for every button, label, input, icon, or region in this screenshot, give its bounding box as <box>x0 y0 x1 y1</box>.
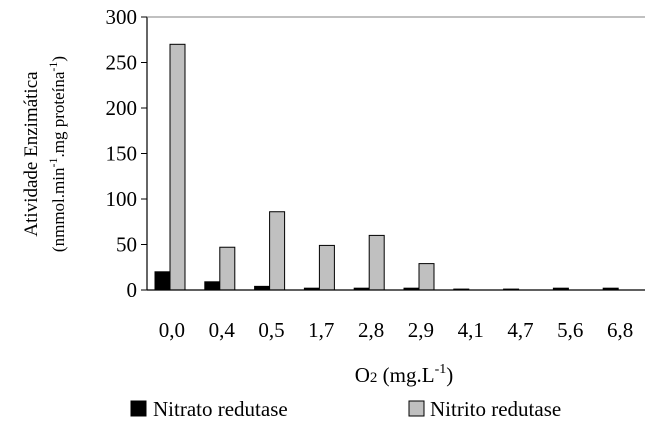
y-tick-label: 300 <box>106 5 138 29</box>
x-tick-label: 0,4 <box>209 318 236 342</box>
ylabel-part-a: (nmmol.min <box>49 167 68 252</box>
ylabel-sup-a: -1 <box>46 158 60 168</box>
x-tick-label: 5,6 <box>557 318 583 342</box>
x-tick-label: 1,7 <box>308 318 334 342</box>
bar-nitrito-0 <box>169 43 186 291</box>
xlabel-part-b: (mg.L <box>377 363 434 387</box>
xlabel-sup: -1 <box>435 362 447 377</box>
bar-nitrito-1 <box>219 246 236 291</box>
bar-nitrito-3 <box>318 244 335 291</box>
x-tick-label: 4,1 <box>458 318 484 342</box>
ylabel-part-b: .mg proteína <box>49 71 68 157</box>
legend: Nitrato redutase Nitrito redutase <box>130 397 561 421</box>
y-axis-title-line1: Atividade Enzimática <box>21 71 42 237</box>
y-tick-label: 50 <box>116 233 137 257</box>
xlabel-part-c: ) <box>446 363 453 387</box>
y-axis-title-line2: (nmmol.min-1.mg proteína-1) <box>46 56 68 252</box>
legend-swatch-nitrito <box>408 400 425 417</box>
x-tick-label: 2,9 <box>408 318 434 342</box>
x-tick-label: 6,8 <box>607 318 633 342</box>
bar-nitrato-0 <box>154 271 171 291</box>
y-tick-label: 0 <box>127 278 138 302</box>
bar-nitrito-5 <box>418 263 435 291</box>
ylabel-sup-b: -1 <box>46 62 60 72</box>
bar-nitrito-2 <box>269 211 286 291</box>
y-tick-label: 200 <box>106 96 138 120</box>
bar-nitrato-1 <box>204 281 221 291</box>
x-axis-title: O2 (mg.L-1) <box>355 362 454 387</box>
legend-swatch-nitrato <box>130 400 147 417</box>
ylabel-part-c: ) <box>49 56 68 62</box>
xlabel-part-a: O <box>355 363 370 387</box>
x-tick-label: 0,0 <box>159 318 185 342</box>
legend-label-nitrito: Nitrito redutase <box>430 397 561 421</box>
y-tick-label: 150 <box>106 142 138 166</box>
bar-nitrito-4 <box>368 234 385 291</box>
x-tick-label: 4,7 <box>507 318 533 342</box>
y-tick-label: 100 <box>106 187 138 211</box>
y-tick-label: 250 <box>106 51 138 75</box>
x-tick-label: 0,5 <box>258 318 284 342</box>
legend-label-nitrato: Nitrato redutase <box>153 397 288 421</box>
xlabel-sub: 2 <box>370 370 378 386</box>
x-tick-label: 2,8 <box>358 318 384 342</box>
